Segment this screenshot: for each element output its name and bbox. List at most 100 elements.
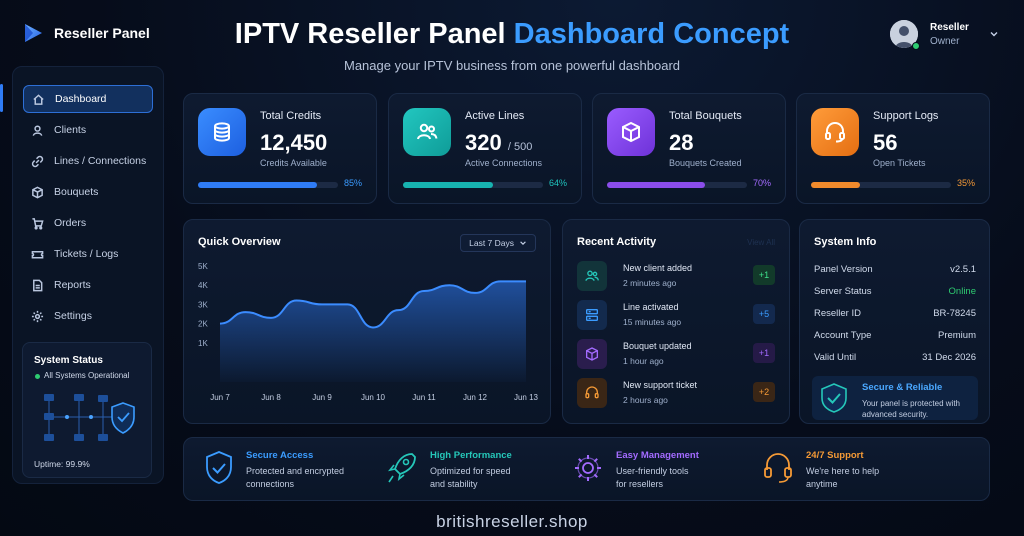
activity-title-text: New client added xyxy=(623,263,693,273)
title-accent: Dashboard Concept xyxy=(513,18,790,50)
ticket-icon xyxy=(31,250,44,258)
activity-item[interactable]: New client added 2 minutes ago +1 xyxy=(577,261,775,293)
secure-desc-line: advanced security. xyxy=(862,410,929,419)
stat-subtitle: Open Tickets xyxy=(873,158,926,168)
stat-title: Support Logs xyxy=(873,110,939,122)
secure-box: Secure & Reliable Your panel is protecte… xyxy=(812,376,978,420)
headset-icon xyxy=(764,453,792,483)
sidebar-item-settings[interactable]: Settings xyxy=(23,302,153,330)
play-logo-icon xyxy=(25,24,42,42)
cube-icon xyxy=(32,186,43,198)
user-menu[interactable]: Reseller Owner xyxy=(890,20,999,50)
feature-desc: User-friendly tools for resellers xyxy=(616,465,699,491)
activity-title-text: Line activated xyxy=(623,302,679,312)
user-icon xyxy=(32,124,43,136)
progress-fill xyxy=(198,182,317,188)
link-icon xyxy=(31,155,44,167)
sidebar-item-label: Dashboard xyxy=(55,93,107,105)
overview-title: Quick Overview xyxy=(198,236,281,248)
activity-item[interactable]: Bouquet updated 1 hour ago +1 xyxy=(577,339,775,371)
info-row: Account Type Premium xyxy=(814,330,976,341)
range-select[interactable]: Last 7 Days xyxy=(460,234,536,252)
secure-desc: Your panel is protected with advanced se… xyxy=(862,398,960,420)
progress-track xyxy=(198,182,338,188)
sidebar-item-tickets[interactable]: Tickets / Logs xyxy=(23,240,153,268)
activity-title: Recent Activity xyxy=(577,236,657,248)
active-indicator xyxy=(0,84,3,112)
x-tick-label: Jun 8 xyxy=(261,393,281,402)
system-info-card: System Info Panel Version v2.5.1 Server S… xyxy=(799,219,990,424)
x-tick-label: Jun 7 xyxy=(210,393,230,402)
sidebar-item-dashboard[interactable]: Dashboard xyxy=(23,85,153,113)
user-role: Owner xyxy=(930,35,960,47)
sidebar-item-reports[interactable]: Reports xyxy=(23,271,153,299)
activity-title-text: Bouquet updated xyxy=(623,341,692,351)
page-subtitle: Manage your IPTV business from one power… xyxy=(343,58,681,73)
progress-percent: 35% xyxy=(956,178,975,188)
feature-desc-line: and stability xyxy=(430,479,478,489)
y-tick-label: 2K xyxy=(198,320,208,329)
activity-badge: +2 xyxy=(753,382,775,402)
chevron-down-icon[interactable] xyxy=(989,29,999,39)
rocket-icon xyxy=(388,453,416,483)
shield-icon xyxy=(821,383,847,413)
stat-title: Total Bouquets xyxy=(669,110,742,122)
users-icon xyxy=(577,261,607,291)
stat-card-support[interactable]: Support Logs 56 Open Tickets 35% xyxy=(796,93,990,204)
stat-card-credits[interactable]: Total Credits 12,450 Credits Available 8… xyxy=(183,93,377,204)
brand[interactable]: Reseller Panel xyxy=(22,22,150,44)
info-row: Panel Version v2.5.1 xyxy=(814,264,976,275)
range-select-value: Last 7 Days xyxy=(469,238,514,248)
x-tick-label: Jun 11 xyxy=(412,393,436,402)
shield-icon xyxy=(206,451,232,484)
cube-icon xyxy=(607,108,655,156)
feature-desc-line: User-friendly tools xyxy=(616,466,689,476)
stat-value: 12,450 xyxy=(260,130,327,156)
server-icon xyxy=(577,300,607,330)
activity-badge: +1 xyxy=(753,343,775,363)
stat-card-bouquets[interactable]: Total Bouquets 28 Bouquets Created 70% xyxy=(592,93,786,204)
x-tick-label: Jun 9 xyxy=(312,393,332,402)
stat-title: Total Credits xyxy=(260,110,322,122)
progress-track xyxy=(403,182,543,188)
stat-subtitle: Credits Available xyxy=(260,158,327,168)
sidebar-item-orders[interactable]: Orders xyxy=(23,209,153,237)
feature-desc-line: Protected and encrypted xyxy=(246,466,345,476)
info-value: v2.5.1 xyxy=(950,264,976,275)
sidebar-item-lines[interactable]: Lines / Connections xyxy=(23,147,153,175)
activity-time: 15 minutes ago xyxy=(623,317,682,327)
feature-desc: Protected and encrypted connections xyxy=(246,465,344,491)
activity-time: 2 hours ago xyxy=(623,395,668,405)
system-status-card: System Status All Systems Operational Up… xyxy=(22,342,152,478)
feature-desc-line: for resellers xyxy=(616,479,664,489)
sidebar-item-clients[interactable]: Clients xyxy=(23,116,153,144)
feature-item: 24/7 Support We're here to help anytime xyxy=(762,450,879,491)
area-fill xyxy=(220,281,526,382)
online-dot xyxy=(912,42,920,50)
info-value: 31 Dec 2026 xyxy=(922,352,976,363)
activity-item[interactable]: Line activated 15 minutes ago +5 xyxy=(577,300,775,332)
secure-desc-line: Your panel is protected with xyxy=(862,399,960,408)
feature-item: High Performance Optimized for speed and … xyxy=(386,450,512,491)
chevron-down-icon xyxy=(520,241,526,245)
activity-badge: +1 xyxy=(753,265,775,285)
cube-icon xyxy=(577,339,607,369)
stat-card-lines[interactable]: Active Lines 320 / 500 Active Connection… xyxy=(388,93,582,204)
feature-desc-line: We're here to help xyxy=(806,466,880,476)
sidebar-item-label: Lines / Connections xyxy=(54,155,147,167)
y-tick-label: 5K xyxy=(198,262,208,271)
info-label: Reseller ID xyxy=(814,308,861,319)
view-all-link[interactable]: View All xyxy=(747,238,775,247)
feature-desc: We're here to help anytime xyxy=(806,465,879,491)
activity-item[interactable]: New support ticket 2 hours ago +2 xyxy=(577,378,775,410)
database-icon xyxy=(198,108,246,156)
progress-track xyxy=(811,182,951,188)
title-main: IPTV Reseller Panel xyxy=(234,18,506,50)
info-row: Server Status Online xyxy=(814,286,976,297)
info-row: Valid Until 31 Dec 2026 xyxy=(814,352,976,363)
activity-time: 1 hour ago xyxy=(623,356,664,366)
footer-domain: britishreseller.shop xyxy=(436,512,588,531)
sidebar-item-label: Bouquets xyxy=(54,186,99,198)
info-value: Premium xyxy=(937,330,976,341)
sidebar-item-bouquets[interactable]: Bouquets xyxy=(23,178,153,206)
